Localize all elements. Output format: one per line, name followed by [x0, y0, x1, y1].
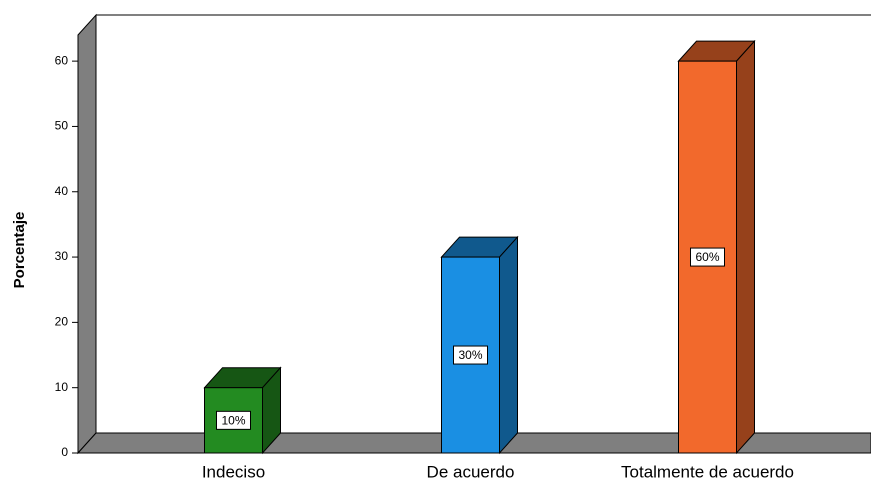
y-tick-label: 50	[55, 119, 69, 133]
y-tick-label: 20	[55, 315, 69, 329]
y-tick-label: 30	[55, 249, 69, 263]
y-tick-label: 60	[55, 53, 69, 67]
value-label-box	[216, 410, 251, 430]
y-tick-label: 10	[55, 380, 69, 394]
value-label: 60%	[695, 250, 719, 264]
x-tick-label: Indeciso	[202, 462, 265, 481]
x-tick-label: De acuerdo	[427, 462, 515, 481]
value-label-box	[453, 345, 488, 365]
left-wall	[77, 13, 97, 455]
value-label-box	[690, 247, 725, 267]
bar-side	[736, 39, 755, 455]
y-tick-label: 0	[61, 445, 68, 459]
value-label: 30%	[458, 348, 482, 362]
x-tick-label: Totalmente de acuerdo	[621, 462, 794, 481]
y-tick-label: 40	[55, 184, 69, 198]
value-label: 10%	[221, 414, 245, 428]
y-axis-label: Porcentaje	[11, 212, 28, 289]
bar-side	[499, 235, 518, 455]
